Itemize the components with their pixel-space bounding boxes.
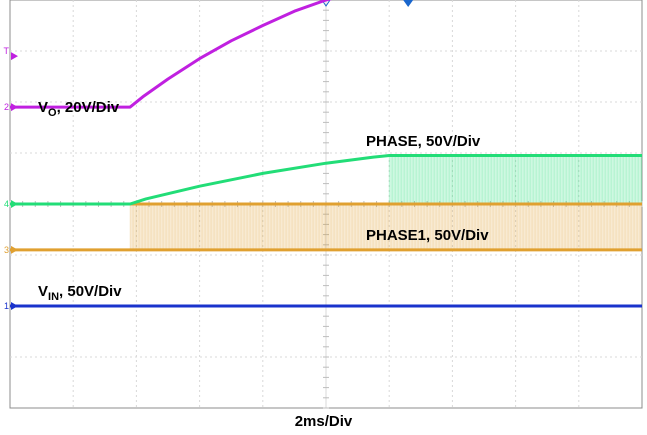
label-vin: VIN, 50V/Div	[38, 283, 122, 303]
label-phase: PHASE, 50V/Div	[366, 133, 481, 150]
switching-band-2	[130, 204, 642, 250]
channel-number-0: 2	[4, 102, 9, 112]
channel-markers: 2 4 3 1 T	[4, 46, 18, 311]
trigger-position-marker	[403, 0, 414, 7]
channel-number-2: 3	[4, 245, 9, 255]
channel-number-3: 1	[4, 301, 9, 311]
channel-marker-0	[11, 103, 18, 112]
trace-1	[10, 154, 642, 206]
trace-0	[10, 0, 332, 109]
trigger-level-text: T	[4, 46, 10, 56]
label-phase1: PHASE1, 50V/Div	[366, 227, 489, 244]
center-time-marker	[321, 0, 331, 7]
switching-band-1	[389, 155, 642, 204]
channel-marker-1	[11, 200, 18, 208]
channel-number-1: 4	[4, 199, 9, 209]
oscilloscope-chart: 2 4 3 1 T VO, 20V/Div PHASE, 50V/Div PHASE1,…	[4, 0, 643, 409]
label-vo: VO, 20V/Div	[38, 99, 120, 119]
channel-marker-3	[11, 302, 18, 310]
traces	[10, 0, 642, 308]
trigger-level-marker	[11, 52, 18, 61]
switching-bands	[129, 154, 642, 250]
channel-marker-2	[11, 245, 18, 254]
x-axis-label: 2ms/Div	[294, 413, 353, 430]
